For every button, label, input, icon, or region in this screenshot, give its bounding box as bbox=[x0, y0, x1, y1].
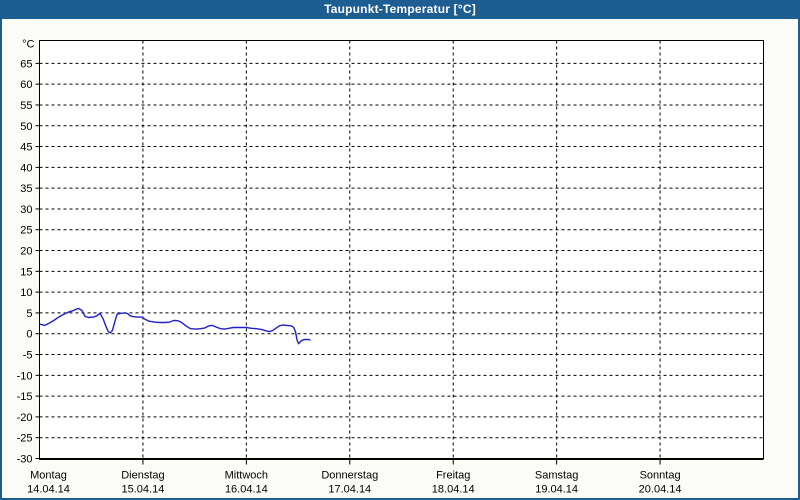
y-tick-label: 25 bbox=[20, 225, 32, 237]
dewpoint-line bbox=[39, 307, 311, 345]
y-tick-label: 20 bbox=[20, 246, 32, 258]
y-tick-label: 30 bbox=[20, 204, 32, 216]
y-tick-label: -30 bbox=[17, 454, 33, 466]
x-date-label: 18.04.14 bbox=[432, 484, 475, 496]
plot-area bbox=[39, 40, 764, 459]
y-tick-label: 0 bbox=[26, 329, 32, 341]
x-day-label: Mittwoch bbox=[225, 470, 268, 482]
y-tick-label: -25 bbox=[17, 433, 33, 445]
chart-content-area: 65 60 55 50 45 40 35 30 25 20 15 10 5 0 -5 -10 -15 -20 -25… bbox=[2, 19, 798, 498]
y-tick-label: 55 bbox=[20, 100, 32, 112]
y-tick-label: 50 bbox=[20, 121, 32, 133]
x-day-label: Montag bbox=[30, 470, 67, 482]
x-day-label: Samstag bbox=[535, 470, 578, 482]
y-tick-label: 15 bbox=[20, 266, 32, 278]
x-date-label: 15.04.14 bbox=[122, 484, 165, 496]
x-day-label: Dienstag bbox=[121, 470, 164, 482]
y-tick-label: -10 bbox=[17, 370, 33, 382]
y-tick-label: 60 bbox=[20, 79, 32, 91]
y-tick-label: -15 bbox=[17, 391, 33, 403]
window-title: Taupunkt-Temperatur [°C] bbox=[324, 2, 476, 16]
y-tick-label: 5 bbox=[26, 308, 32, 320]
window-titlebar: Taupunkt-Temperatur [°C] bbox=[0, 0, 800, 19]
x-day-label: Donnerstag bbox=[321, 470, 378, 482]
x-day-label: Sonntag bbox=[640, 470, 681, 482]
x-date-label: 17.04.14 bbox=[328, 484, 371, 496]
y-tick-label: -20 bbox=[17, 412, 33, 424]
x-date-label: 16.04.14 bbox=[225, 484, 268, 496]
y-axis-unit-label: °C bbox=[22, 39, 34, 51]
x-day-label: Freitag bbox=[436, 470, 470, 482]
x-date-label: 14.04.14 bbox=[27, 484, 70, 496]
y-tick-label: 45 bbox=[20, 142, 32, 154]
y-tick-label: -5 bbox=[23, 350, 33, 362]
x-date-label: 19.04.14 bbox=[535, 484, 578, 496]
y-tick-label: 65 bbox=[20, 58, 32, 70]
dewpoint-chart: 65605550454035302520151050-5-10-15-20-25… bbox=[17, 39, 764, 496]
y-tick-label: 10 bbox=[20, 287, 32, 299]
y-tick-label: 35 bbox=[20, 183, 32, 195]
y-tick-label: 40 bbox=[20, 162, 32, 174]
x-date-label: 20.04.14 bbox=[639, 484, 682, 496]
